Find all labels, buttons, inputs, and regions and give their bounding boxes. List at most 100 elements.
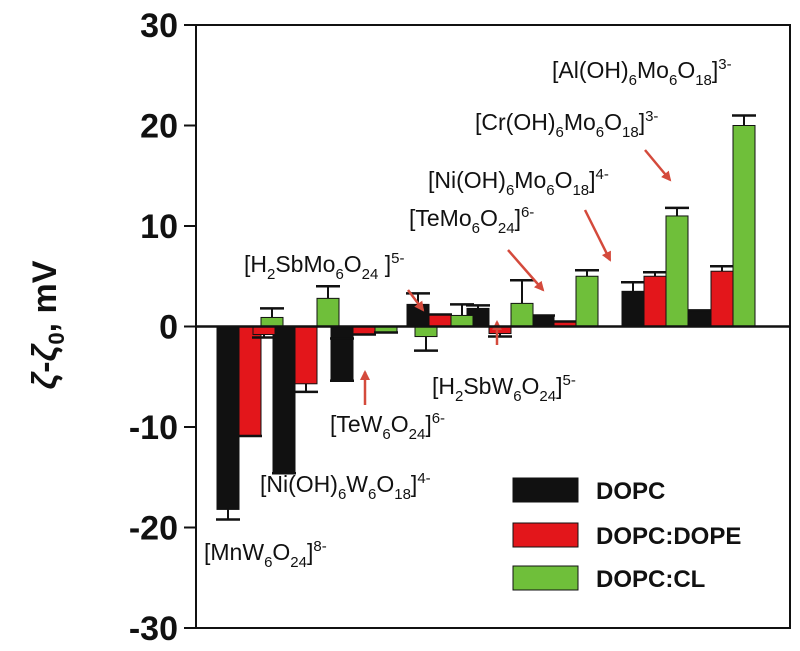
annotation-text-part: 18	[394, 486, 411, 503]
bar-dopc	[216, 326, 240, 510]
annotation-text-part: [Ni(OH)	[260, 471, 338, 497]
bar-dopc	[621, 290, 645, 328]
y-tick-label: 20	[140, 108, 178, 146]
annotation-arrow	[507, 249, 545, 292]
annotation-text-part: 6	[338, 486, 346, 503]
annotation-labels: [MnW6O24]8-[Ni(OH)6W6O18]4-[TeW6O24]6-[H…	[204, 56, 732, 571]
annotation-text-part: O	[376, 471, 394, 497]
annotation-text-part: [H	[244, 251, 267, 277]
annotation-alohmo6o18: [Al(OH)6Mo6O18]3-	[552, 56, 732, 89]
bar-dopc-cl	[316, 297, 340, 327]
annotation-text-part: 8-	[313, 538, 326, 555]
y-tick-label: 0	[159, 309, 178, 347]
y-tick-label: -10	[129, 409, 178, 447]
ylabel-unit: , mV	[26, 260, 64, 332]
plot-frame	[195, 24, 791, 629]
annotation-tew6o24: [TeW6O24]6-	[330, 410, 445, 443]
annotation-text-part: 6	[264, 554, 272, 571]
annotation-mnw6o24: [MnW6O24]8-	[204, 538, 327, 571]
annotation-text-part: 24	[409, 426, 426, 443]
ylabel-subscript: 0	[44, 332, 69, 344]
annotation-arrow	[583, 209, 612, 262]
annotation-text-part: Mo	[564, 109, 596, 135]
annotation-text-part: 6	[513, 388, 521, 405]
annotation-text-part: [Ni(OH)	[428, 167, 506, 193]
bar-dopc-dope	[238, 326, 262, 437]
annotation-text-part: ]	[639, 109, 645, 135]
annotation-text-part: ]	[378, 251, 391, 277]
annotation-text-part: [TeMo	[409, 205, 472, 231]
bar-marks	[216, 114, 756, 521]
annotation-text-part: SbMo	[275, 251, 335, 277]
legend-swatch-dopc	[512, 477, 579, 503]
y-tick-label: -30	[129, 610, 178, 648]
bar-dopc	[406, 303, 430, 328]
annotation-text-part: 3-	[645, 108, 658, 125]
annotation-text-part: 2	[455, 388, 463, 405]
annotation-text-part: W	[346, 471, 368, 497]
legend-label: DOPC:CL	[596, 566, 705, 593]
legend-label: DOPC:DOPE	[596, 523, 741, 550]
annotation-arrow	[644, 149, 672, 182]
annotation-text-part: 5-	[563, 372, 576, 389]
legend-label: DOPC	[596, 478, 665, 505]
annotation-nioh6w6o18: [Ni(OH)6W6O18]4-	[260, 470, 431, 503]
annotation-text-part: 4-	[596, 166, 609, 183]
y-axis-label: ζ-ζ0, mV	[26, 260, 69, 389]
annotation-text-part: O	[391, 411, 409, 437]
annotation-text-part: O	[272, 539, 290, 565]
bar-dopc	[531, 314, 555, 328]
annotation-text-part: SbW	[463, 373, 513, 399]
annotation-text-part: [MnW	[204, 539, 264, 565]
annotation-h2sbmo6o24: [H2SbMo6O24 ]5-	[244, 250, 404, 283]
annotation-text-part: 3-	[718, 56, 731, 73]
annotation-text-part: 6	[669, 72, 677, 89]
annotation-text-part: ]	[589, 167, 595, 193]
bar-dopc	[688, 309, 712, 328]
annotation-text-part: 6	[382, 426, 390, 443]
annotation-h2sbw6o24: [H2SbW6O24]5-	[432, 372, 576, 405]
annotation-text-part: 24	[290, 554, 307, 571]
annotation-temo6o24: [TeMo6O24]6-	[409, 204, 534, 237]
bar-dopc-cl	[575, 275, 599, 327]
annotation-crohmo6o18: [Cr(OH)6Mo6O18]3-	[475, 108, 658, 141]
bar-dopc	[272, 326, 296, 474]
annotation-text-part: 24	[362, 266, 379, 283]
annotation-arrow	[407, 289, 425, 312]
annotation-text-part: 6	[546, 182, 554, 199]
annotation-text-part: 4-	[417, 470, 430, 487]
annotation-text-part: 6	[335, 266, 343, 283]
annotation-text-part: 6	[555, 124, 563, 141]
annotation-text-part: Mo	[637, 57, 669, 83]
bar-dopc-cl	[450, 314, 474, 328]
annotation-text-part: O	[480, 205, 498, 231]
annotation-text-part: O	[555, 167, 573, 193]
ylabel-zeta: ζ	[26, 370, 64, 389]
annotation-text-part: ]	[556, 373, 562, 399]
annotation-text-part: O	[604, 109, 622, 135]
annotation-text-part: ]	[425, 411, 431, 437]
annotation-text-part: O	[522, 373, 540, 399]
annotation-text-part: [Al(OH)	[552, 57, 629, 83]
bar-dopc	[330, 326, 354, 340]
bar-dopc-cl	[510, 302, 534, 328]
annotation-text-part: 18	[695, 72, 712, 89]
annotation-text-part: Mo	[514, 167, 546, 193]
annotation-text-part: 6-	[432, 410, 445, 427]
annotation-text-part: ]	[307, 539, 313, 565]
bar-dopc-cl	[260, 316, 284, 327]
annotation-text-part: 24	[498, 220, 515, 237]
bar-dopc-dope	[643, 275, 667, 327]
ylabel-zeta0: ζ	[26, 342, 64, 361]
y-tick-label: 10	[140, 208, 178, 246]
annotation-text-part: [Cr(OH)	[475, 109, 555, 135]
annotation-text-part: [TeW	[330, 411, 383, 437]
annotation-arrows	[360, 149, 672, 405]
y-tick-label: 30	[140, 7, 178, 45]
annotation-text-part: ]	[515, 205, 521, 231]
annotation-text-part: 6	[629, 72, 637, 89]
annotation-text-part: 24	[539, 388, 556, 405]
svg-text:ζ-ζ0, mV: ζ-ζ0, mV	[26, 260, 69, 389]
annotation-text-part: 6	[368, 486, 376, 503]
